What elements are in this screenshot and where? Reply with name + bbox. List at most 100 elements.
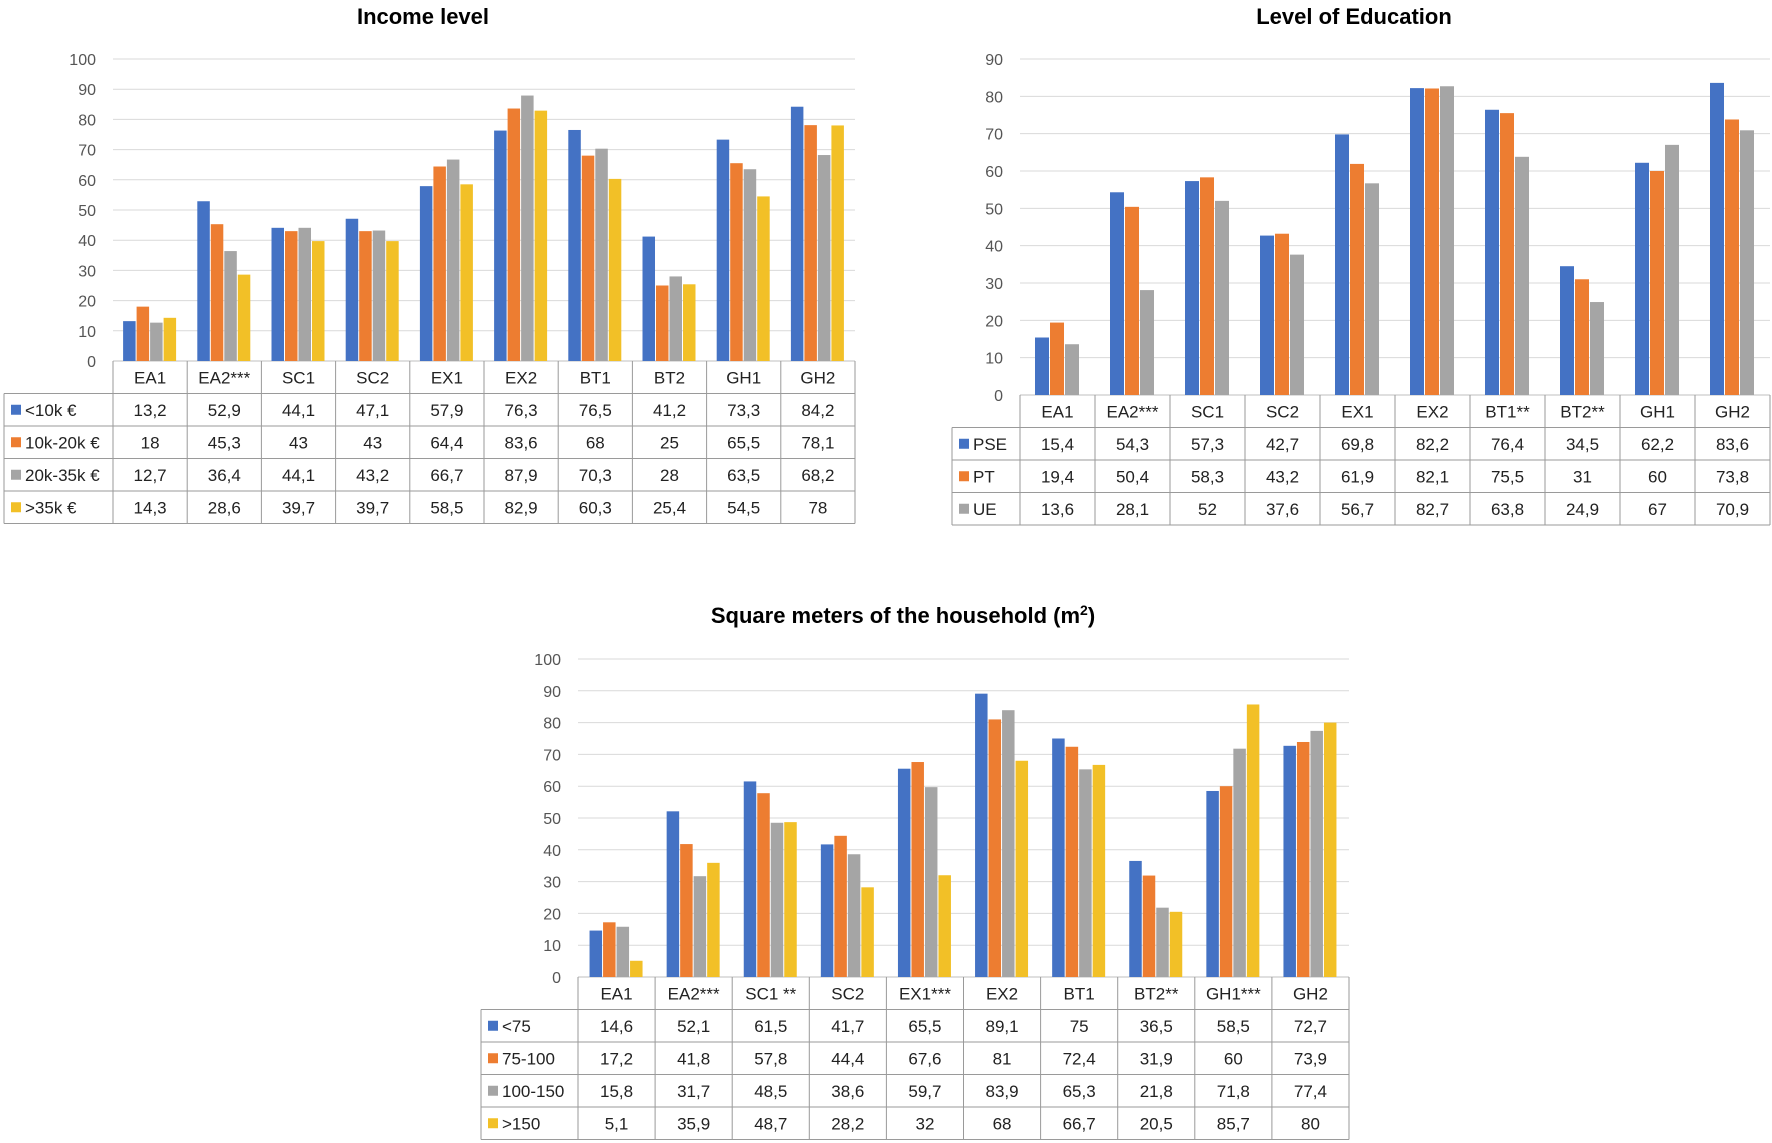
legend-label: 20k-35k €	[25, 466, 100, 485]
bar	[312, 241, 325, 361]
bar	[1323, 722, 1337, 977]
bar	[716, 139, 730, 361]
bar	[1310, 730, 1323, 977]
data-label: 41,2	[653, 401, 686, 420]
data-label: 85,7	[1217, 1114, 1250, 1133]
y-tick-label: 90	[985, 52, 1003, 69]
bar	[1485, 109, 1499, 396]
bar	[419, 186, 433, 361]
data-label: 54,5	[727, 498, 760, 517]
bar	[446, 159, 460, 361]
data-label: 68,2	[801, 466, 834, 485]
series-2-bars	[150, 95, 831, 362]
bar	[460, 184, 473, 361]
legend-key	[959, 438, 969, 449]
data-label: 24,9	[1566, 500, 1599, 519]
bar	[1283, 745, 1296, 977]
bar	[666, 811, 680, 977]
bar	[1350, 163, 1364, 395]
data-label: 12,7	[134, 466, 167, 485]
category-label: EA2***	[668, 984, 720, 1003]
y-tick-label: 90	[543, 684, 561, 701]
data-label: 62,2	[1641, 435, 1674, 454]
bar	[386, 241, 399, 361]
category-label: SC1 **	[745, 984, 796, 1003]
bar	[1590, 302, 1604, 395]
data-label: 70,9	[1716, 500, 1749, 519]
data-label: 60	[1648, 467, 1667, 486]
bar	[757, 196, 770, 361]
series-2-bars	[616, 710, 1323, 977]
data-label: 32	[915, 1114, 934, 1133]
series-3-bars	[630, 704, 1337, 977]
legend-key	[959, 471, 969, 482]
data-label: 34,5	[1566, 435, 1599, 454]
category-label: BT2	[654, 368, 685, 387]
data-label: 13,6	[1041, 500, 1074, 519]
data-label: 72,7	[1294, 1017, 1327, 1036]
data-label: 28,2	[831, 1114, 864, 1133]
y-tick-label: 10	[985, 351, 1003, 368]
bar	[1725, 119, 1739, 395]
bar	[1002, 710, 1015, 977]
bar	[743, 169, 757, 361]
category-label: EA1	[600, 984, 632, 1003]
legend-key	[11, 502, 21, 513]
data-label: 73,3	[727, 401, 760, 420]
y-tick-label: 80	[78, 112, 96, 129]
data-label: 39,7	[356, 498, 389, 517]
bar	[1290, 254, 1304, 395]
bar	[790, 106, 804, 361]
data-label: 44,1	[282, 401, 315, 420]
bar	[1015, 760, 1029, 977]
bar	[1500, 113, 1514, 395]
category-label: SC2	[1266, 402, 1299, 421]
data-label: 60,3	[579, 498, 612, 517]
data-label: 57,8	[754, 1049, 787, 1068]
series-0-bars	[123, 106, 804, 361]
y-tick-label: 70	[78, 143, 96, 160]
y-tick-label: 30	[543, 875, 561, 892]
y-gridlines: 0 10 20 30 40 50 60 70 80 90 100	[69, 52, 855, 371]
bar	[707, 862, 720, 977]
bar	[1365, 183, 1379, 395]
data-label: 68	[993, 1114, 1012, 1133]
bar	[1092, 764, 1106, 977]
data-label: 14,6	[600, 1017, 633, 1036]
data-label: 5,1	[605, 1114, 629, 1133]
category-label: EX2	[986, 984, 1018, 1003]
y-tick-label: 40	[543, 843, 561, 860]
data-label: 44,4	[831, 1049, 864, 1068]
data-label: 61,9	[1341, 467, 1374, 486]
bar	[1215, 200, 1229, 395]
data-label: 41,8	[677, 1049, 710, 1068]
y-tick-label: 50	[78, 203, 96, 220]
category-label: GH2	[1293, 984, 1328, 1003]
data-label: 63,5	[727, 466, 760, 485]
data-label: 58,3	[1191, 467, 1224, 486]
data-label: 36,4	[208, 466, 241, 485]
data-label: 73,8	[1716, 467, 1749, 486]
bar	[1142, 875, 1156, 977]
bar	[820, 844, 834, 977]
data-label: 61,5	[754, 1017, 787, 1036]
legend-label: UE	[973, 500, 997, 519]
bar	[804, 125, 817, 361]
bar	[507, 108, 521, 361]
data-label: 72,4	[1063, 1049, 1096, 1068]
bar	[1219, 786, 1233, 977]
bar	[847, 854, 861, 977]
legend-label: PSE	[973, 435, 1007, 454]
bar	[817, 155, 831, 361]
bar	[770, 822, 784, 977]
chart-title-text: Square meters of the household (m	[711, 603, 1080, 628]
data-label: 54,3	[1116, 435, 1149, 454]
data-label: 47,1	[356, 401, 389, 420]
data-label: 28,6	[208, 498, 241, 517]
category-label: GH2	[800, 368, 835, 387]
series-1-bars	[1050, 88, 1739, 395]
data-label: 83,6	[1716, 435, 1749, 454]
y-tick-label: 70	[985, 127, 1003, 144]
bar	[608, 178, 622, 361]
data-label: 65,3	[1063, 1082, 1096, 1101]
